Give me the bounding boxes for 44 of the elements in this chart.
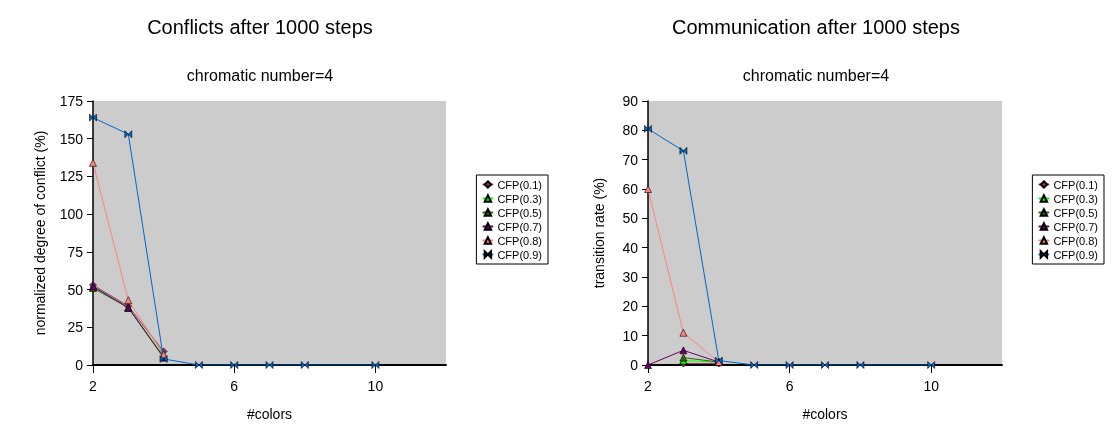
legend-label: CFP(0.5) [1053, 206, 1099, 219]
chart-title: Communication after 1000 steps [672, 16, 960, 38]
y-tick-label: 60 [622, 181, 639, 197]
y-tick-label: 175 [59, 93, 84, 109]
chart-title: Conflicts after 1000 steps [147, 16, 373, 38]
y-axis-title: transition rate (%) [591, 177, 607, 289]
x-tick-label: 10 [367, 378, 384, 394]
y-tick-label: 10 [622, 327, 639, 344]
y-tick-label: 90 [622, 93, 639, 109]
legend-label: CFP(0.9) [497, 248, 543, 261]
legend-label: CFP(0.3) [497, 192, 543, 205]
y-tick-label: 0 [630, 357, 639, 373]
x-tick-label: 2 [89, 378, 98, 394]
y-tick-label: 50 [622, 210, 639, 227]
legend-label: CFP(0.7) [497, 220, 543, 233]
x-tick-label: 6 [230, 378, 239, 394]
y-tick-label: 50 [67, 281, 84, 298]
y-tick-label: 40 [622, 239, 639, 256]
legend-label: CFP(0.3) [1053, 192, 1099, 205]
chart-subtitle: chromatic number=4 [186, 66, 334, 84]
y-tick-label: 30 [622, 269, 639, 285]
x-tick-label: 10 [923, 378, 940, 394]
legend-label: CFP(0.1) [497, 178, 543, 191]
y-tick-label: 20 [622, 298, 639, 315]
y-axis-title: normalized degree of conflict (%) [32, 130, 48, 336]
chart-subtitle: chromatic number=4 [742, 66, 890, 84]
y-tick-label: 0 [75, 357, 84, 373]
legend-label: CFP(0.5) [497, 206, 543, 219]
y-tick-label: 75 [67, 243, 84, 260]
legend-label: CFP(0.8) [497, 234, 543, 247]
x-tick-label: 6 [785, 378, 794, 394]
x-axis-title: #colors [246, 406, 293, 422]
y-tick-label: 100 [59, 206, 84, 223]
legend-label: CFP(0.7) [1053, 220, 1099, 233]
y-tick-label: 80 [622, 122, 639, 139]
y-tick-label: 150 [59, 130, 84, 147]
y-tick-label: 70 [622, 151, 639, 168]
legend-label: CFP(0.9) [1053, 248, 1099, 261]
x-axis-title: #colors [802, 406, 848, 422]
legend-label: CFP(0.1) [1053, 178, 1099, 191]
y-tick-label: 25 [67, 319, 84, 336]
legend-label: CFP(0.8) [1053, 234, 1099, 247]
x-tick-label: 2 [644, 378, 653, 394]
y-tick-label: 125 [59, 168, 84, 185]
